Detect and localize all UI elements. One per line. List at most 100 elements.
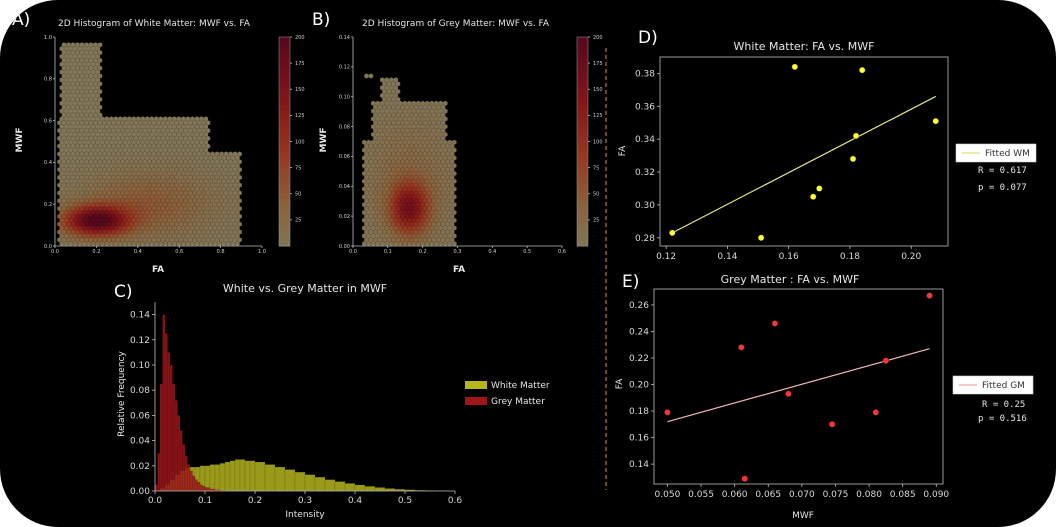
colorbar-segment (279, 157, 290, 163)
panel-d-axes-box (659, 56, 949, 247)
heatmap-hexbin (68, 240, 74, 247)
panel-d-x-tick-label: 0.20 (901, 252, 921, 262)
histogram-bar-grey-matter (194, 479, 198, 492)
panel-e-data-point (664, 409, 671, 416)
heatmap-hexbin (198, 240, 204, 247)
panel-a-x-tick-label: 0.8 (217, 249, 225, 255)
panel-d-data-point (669, 229, 676, 237)
colorbar-segment (577, 214, 588, 221)
panel-b-heatmap (361, 73, 457, 247)
colorbar-segment (279, 42, 290, 48)
panel-e: E) Grey Matter : FA vs. MWF 0.050 0.055 0.… (615, 272, 1034, 521)
panel-d-plot: 0.12 0.14 0.16 0.18 0.20 0.28 0.30 0.32 0.34 0.36… (635, 56, 949, 262)
panel-b-y-tick-label: 0.04 (339, 184, 350, 190)
colorbar-tick-label: 200 (593, 35, 603, 41)
colorbar-segment (577, 167, 588, 174)
panel-d-y-tick-label: 0.34 (635, 135, 655, 145)
histogram-bar-white-matter (344, 483, 356, 492)
heatmap-hexbin (225, 240, 231, 247)
panel-b-ylabel: MWF (319, 127, 329, 152)
panel-e-data-point (771, 320, 779, 327)
panel-a-x-tick-label: 1.0 (258, 249, 266, 255)
panel-a-title: 2D Histogram of White Matter: MWF vs. FA (58, 19, 251, 29)
colorbar-segment (279, 151, 290, 158)
colorbar-segment (279, 89, 290, 95)
panel-d-x-tick-label: 0.14 (717, 252, 737, 262)
heatmap-hexbin (447, 240, 453, 247)
histogram-bar-grey-matter (157, 453, 161, 492)
panel-c-title: White vs. Grey Matter in MWF (223, 282, 387, 295)
panel-e-title: Grey Matter : FA vs. MWF (721, 273, 860, 286)
colorbar-segment (279, 230, 290, 237)
panel-e-p-value: p = 0.516 (978, 414, 1027, 424)
colorbar-segment (279, 99, 290, 106)
colorbar-segment (577, 240, 588, 247)
colorbar-segment (279, 131, 290, 137)
panel-c-bars (154, 314, 456, 492)
panel-c-y-tick-label: 0.02 (130, 462, 150, 472)
heatmap-hexbin (77, 240, 83, 247)
histogram-bar-grey-matter (162, 314, 166, 492)
histogram-bar-white-matter (354, 484, 366, 492)
colorbar-segment (279, 84, 290, 90)
histogram-bar-white-matter (254, 461, 266, 492)
histogram-bar-grey-matter (159, 383, 163, 492)
colorbar-segment (279, 240, 290, 247)
histogram-bar-grey-matter (192, 475, 196, 492)
histogram-bar-white-matter (304, 474, 316, 492)
histogram-bar-white-matter (274, 466, 286, 492)
colorbar-segment (577, 172, 588, 179)
panel-b-x-tick-label: 0.3 (454, 249, 462, 255)
panel-b-y-tick-label: 0.08 (339, 124, 350, 130)
panel-d-letter: D) (638, 28, 658, 48)
histogram-bar-grey-matter (172, 383, 176, 492)
panel-b-x-tick-label: 0.4 (488, 249, 496, 255)
colorbar-segment (577, 193, 588, 200)
colorbar-segment (577, 120, 588, 127)
histogram-bar-white-matter (314, 476, 326, 492)
colorbar-segment (279, 63, 290, 69)
panel-b-x-tick-label: 0.0 (349, 249, 357, 255)
colorbar-segment (577, 94, 588, 101)
panel-b-y-tick-label: 0.06 (339, 154, 350, 160)
colorbar-segment (279, 110, 290, 116)
colorbar-tick-label: 125 (593, 113, 603, 119)
colorbar-segment (279, 225, 290, 231)
colorbar-tick-label: 150 (593, 87, 603, 93)
histogram-bar-grey-matter (204, 487, 211, 492)
colorbar-segment (577, 157, 588, 163)
colorbar-segment (577, 131, 588, 137)
panel-e-y-tick-label: 0.14 (629, 460, 649, 470)
panel-a-y-tick-label: 0.4 (44, 160, 52, 166)
panel-e-data-point (738, 344, 745, 351)
panel-b-x-tick-label: 0.5 (523, 249, 531, 255)
legend-label-fitted-gm: Fitted GM (982, 381, 1025, 391)
panel-e-xlabel: MWF (792, 511, 814, 521)
colorbar-segment (577, 115, 588, 122)
colorbar-segment (577, 68, 588, 75)
colorbar-segment (279, 141, 290, 148)
panel-c-x-tick-label: 0.3 (298, 496, 312, 506)
panel-a-colorbar: 200 175 150 125 100 75 50 25 (278, 35, 305, 247)
histogram-bar-white-matter (209, 464, 216, 492)
heatmap-hexbin (176, 240, 182, 247)
colorbar-segment (577, 42, 588, 48)
panel-a-y-tick-label: 0.8 (44, 77, 52, 83)
panel-d-p-value: p = 0.077 (978, 183, 1027, 193)
panel-d-r-value: R = 0.617 (978, 166, 1027, 176)
panel-b-y-tick-label: 0.12 (339, 65, 350, 71)
panel-c-y-tick-label: 0.00 (130, 487, 150, 497)
heatmap-hexbin (180, 240, 186, 247)
panel-e-y-tick-label: 0.22 (629, 354, 649, 364)
histogram-bar-white-matter (219, 463, 226, 492)
heatmap-hexbin (153, 240, 159, 247)
colorbar-segment (577, 141, 588, 148)
panel-e-legend: Fitted GM (952, 375, 1034, 395)
heatmap-hexbin (135, 240, 141, 247)
panel-a-x-tick-label: 0.0 (51, 249, 59, 255)
panel-d-y-tick-label: 0.28 (635, 234, 655, 244)
colorbar-segment (279, 57, 290, 64)
panel-a-ylabel: MWF (15, 127, 25, 152)
